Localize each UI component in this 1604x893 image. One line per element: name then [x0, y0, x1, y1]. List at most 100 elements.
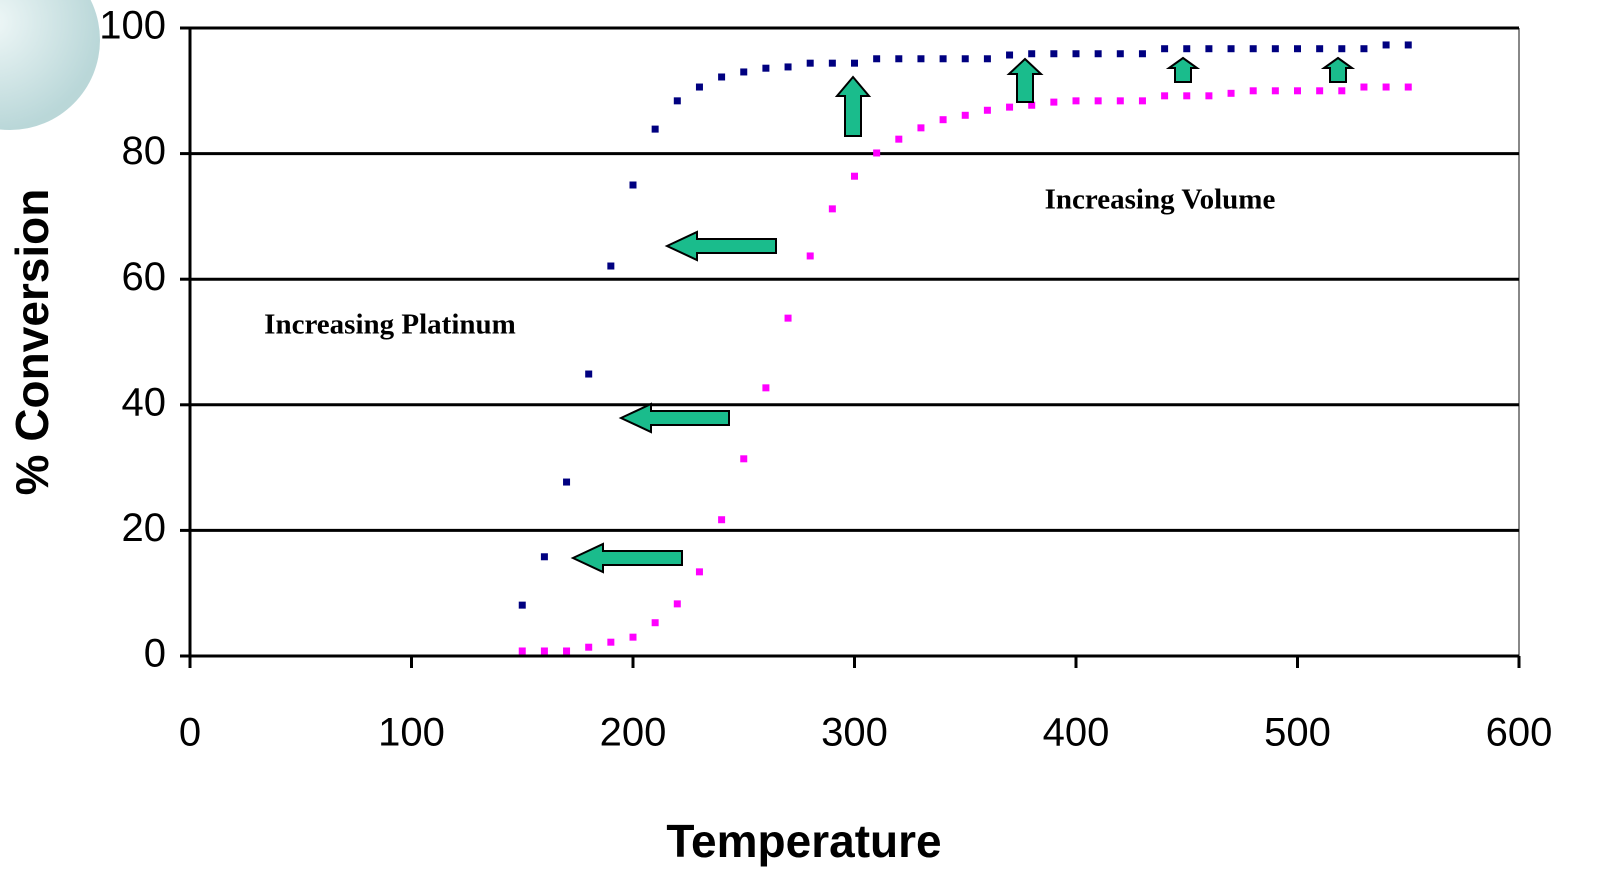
x-tick-label: 100 — [378, 711, 445, 755]
data-point — [1072, 97, 1080, 105]
left-arrow — [570, 542, 683, 574]
data-point — [939, 116, 947, 124]
data-point — [1316, 45, 1324, 53]
data-point — [1183, 45, 1191, 53]
data-point — [518, 601, 526, 609]
data-point — [585, 643, 593, 651]
data-point — [1028, 50, 1036, 58]
y-tick-label: 100 — [99, 4, 166, 48]
data-point — [1116, 50, 1124, 58]
data-point — [1183, 92, 1191, 100]
data-point — [784, 314, 792, 322]
y-tick-label: 0 — [144, 632, 166, 676]
data-point — [1360, 83, 1368, 91]
data-point — [828, 205, 836, 213]
left-arrow — [664, 230, 777, 262]
data-point — [718, 516, 726, 524]
data-point — [873, 55, 881, 63]
x-tick-label: 500 — [1264, 711, 1331, 755]
data-point — [1094, 50, 1102, 58]
data-point — [961, 55, 969, 63]
data-point — [1028, 101, 1036, 109]
x-axis-title: Temperature — [666, 815, 941, 867]
data-point — [1138, 50, 1146, 58]
background-globe — [0, 0, 100, 130]
data-point — [851, 172, 858, 180]
data-point — [673, 600, 681, 608]
y-tick-label: 80 — [122, 129, 167, 173]
data-point — [1404, 83, 1412, 91]
data-point — [806, 59, 814, 67]
data-point — [1338, 87, 1346, 95]
data-point — [563, 478, 571, 486]
data-point — [1338, 45, 1346, 53]
data-point — [629, 633, 637, 641]
data-point — [540, 553, 548, 561]
x-tick-label: 400 — [1043, 711, 1110, 755]
up-arrow — [834, 75, 872, 137]
data-point — [607, 262, 615, 270]
data-point — [1006, 51, 1014, 59]
data-point — [695, 83, 703, 91]
data-point — [961, 111, 969, 119]
data-point — [1271, 87, 1279, 95]
data-point — [607, 638, 615, 646]
y-tick-label: 60 — [122, 255, 167, 299]
data-point — [983, 55, 991, 63]
data-point — [784, 63, 792, 71]
data-point — [1271, 45, 1279, 53]
data-point — [651, 619, 659, 627]
data-point — [651, 125, 659, 133]
x-tick-label: 200 — [600, 711, 667, 755]
data-point — [629, 181, 637, 189]
up-arrow — [1320, 56, 1356, 83]
data-point — [1404, 41, 1412, 49]
data-point — [518, 647, 526, 655]
data-point — [1382, 83, 1390, 91]
data-point — [1316, 87, 1324, 95]
data-point — [1205, 45, 1213, 53]
data-point — [1050, 98, 1058, 106]
data-point — [1249, 87, 1257, 95]
data-point — [740, 68, 748, 76]
data-point — [1227, 45, 1235, 53]
data-point — [1161, 45, 1169, 53]
data-point — [1161, 92, 1169, 100]
y-tick-label: 20 — [122, 506, 167, 550]
data-point — [762, 384, 770, 392]
data-point — [895, 135, 903, 143]
data-point — [1050, 50, 1058, 58]
data-point — [1072, 50, 1080, 58]
data-point — [917, 55, 925, 63]
y-axis-title: % Conversion — [6, 189, 58, 496]
data-point — [718, 73, 726, 81]
data-point — [1116, 97, 1124, 105]
x-tick-label: 300 — [821, 711, 888, 755]
x-tick-label: 600 — [1486, 711, 1553, 755]
annotation: Increasing Volume — [1045, 184, 1276, 216]
data-point — [983, 106, 991, 114]
data-point — [917, 124, 925, 132]
left-arrow — [618, 402, 730, 434]
data-point — [585, 370, 593, 378]
data-point — [1205, 92, 1213, 100]
arrows — [570, 56, 1356, 574]
data-point — [895, 55, 903, 63]
data-point — [873, 149, 881, 157]
data-point — [762, 64, 770, 72]
data-point — [851, 59, 858, 67]
data-point — [673, 97, 681, 105]
data-point — [1360, 45, 1368, 53]
x-tick-label: 0 — [179, 711, 201, 755]
data-point — [1094, 97, 1102, 105]
data-point — [1006, 103, 1014, 111]
y-tick-label: 40 — [122, 380, 167, 424]
data-point — [1294, 45, 1301, 53]
data-point — [695, 568, 703, 576]
data-point — [1294, 87, 1301, 95]
data-point — [939, 55, 947, 63]
up-arrow — [1165, 56, 1201, 83]
data-point — [540, 647, 548, 655]
data-point — [563, 647, 571, 655]
